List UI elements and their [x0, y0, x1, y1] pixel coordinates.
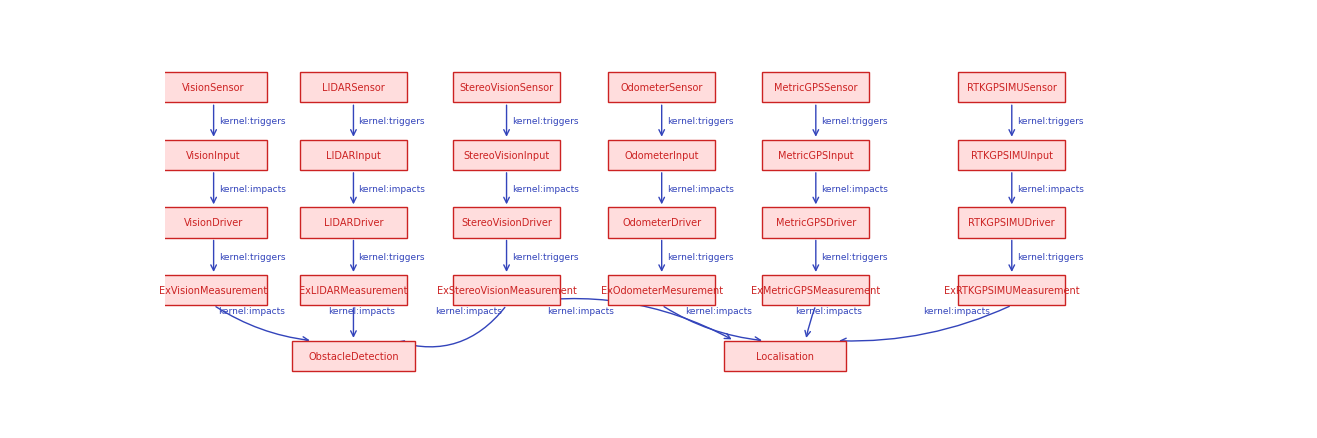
FancyBboxPatch shape [453, 73, 560, 103]
Text: kernel:triggers: kernel:triggers [511, 252, 578, 261]
FancyBboxPatch shape [453, 275, 560, 306]
Text: kernel:impacts: kernel:impacts [328, 306, 395, 315]
Text: kernel:impacts: kernel:impacts [820, 185, 888, 194]
Text: LIDARSensor: LIDARSensor [323, 83, 385, 93]
FancyBboxPatch shape [161, 73, 267, 103]
Text: StereoVisionSensor: StereoVisionSensor [460, 83, 553, 93]
Text: OdometerInput: OdometerInput [624, 150, 699, 160]
Text: kernel:triggers: kernel:triggers [1017, 252, 1084, 261]
FancyBboxPatch shape [959, 140, 1065, 171]
Text: kernel:triggers: kernel:triggers [358, 252, 425, 261]
Text: ExLIDARMeasurement: ExLIDARMeasurement [299, 285, 408, 295]
Text: LIDARDriver: LIDARDriver [324, 218, 383, 228]
Text: LIDARInput: LIDARInput [327, 150, 381, 160]
FancyBboxPatch shape [161, 140, 267, 171]
Text: MetricGPSSensor: MetricGPSSensor [774, 83, 857, 93]
Text: ObstacleDetection: ObstacleDetection [308, 351, 399, 361]
Text: kernel:triggers: kernel:triggers [820, 117, 888, 126]
Text: Localisation: Localisation [756, 351, 814, 361]
Text: OdometerSensor: OdometerSensor [620, 83, 703, 93]
FancyBboxPatch shape [724, 341, 847, 371]
FancyBboxPatch shape [763, 140, 869, 171]
FancyBboxPatch shape [608, 140, 715, 171]
FancyBboxPatch shape [959, 208, 1065, 238]
Text: kernel:impacts: kernel:impacts [358, 185, 425, 194]
Text: VisionInput: VisionInput [186, 150, 241, 160]
Text: StereoVisionDriver: StereoVisionDriver [461, 218, 552, 228]
Text: RTKGPSIMUSensor: RTKGPSIMUSensor [967, 83, 1056, 93]
FancyBboxPatch shape [453, 140, 560, 171]
Text: kernel:impacts: kernel:impacts [685, 306, 752, 315]
Text: kernel:triggers: kernel:triggers [511, 117, 578, 126]
Text: kernel:impacts: kernel:impacts [923, 306, 990, 315]
Text: ExRTKGPSIMUMeasurement: ExRTKGPSIMUMeasurement [944, 285, 1080, 295]
Text: kernel:triggers: kernel:triggers [666, 252, 734, 261]
Text: RTKGPSIMUDriver: RTKGPSIMUDriver [968, 218, 1055, 228]
FancyBboxPatch shape [453, 208, 560, 238]
Text: kernel:impacts: kernel:impacts [436, 306, 502, 315]
FancyBboxPatch shape [300, 208, 407, 238]
FancyBboxPatch shape [608, 208, 715, 238]
Text: kernel:triggers: kernel:triggers [219, 252, 286, 261]
Text: kernel:impacts: kernel:impacts [511, 185, 578, 194]
Text: VisionSensor: VisionSensor [182, 83, 245, 93]
Text: OdometerDriver: OdometerDriver [622, 218, 701, 228]
Text: MetricGPSInput: MetricGPSInput [778, 150, 853, 160]
FancyBboxPatch shape [608, 73, 715, 103]
FancyBboxPatch shape [161, 208, 267, 238]
Text: ExMetricGPSMeasurement: ExMetricGPSMeasurement [751, 285, 881, 295]
FancyBboxPatch shape [608, 275, 715, 306]
FancyBboxPatch shape [763, 275, 869, 306]
Text: StereoVisionInput: StereoVisionInput [464, 150, 549, 160]
Text: kernel:impacts: kernel:impacts [666, 185, 734, 194]
Text: ExVisionMeasurement: ExVisionMeasurement [159, 285, 267, 295]
Text: kernel:impacts: kernel:impacts [548, 306, 615, 315]
Text: MetricGPSDriver: MetricGPSDriver [776, 218, 856, 228]
Text: kernel:impacts: kernel:impacts [794, 306, 861, 315]
FancyBboxPatch shape [300, 275, 407, 306]
Text: kernel:impacts: kernel:impacts [217, 306, 284, 315]
Text: kernel:triggers: kernel:triggers [219, 117, 286, 126]
Text: kernel:triggers: kernel:triggers [820, 252, 888, 261]
Text: RTKGPSIMUInput: RTKGPSIMUInput [971, 150, 1052, 160]
FancyBboxPatch shape [161, 275, 267, 306]
FancyBboxPatch shape [763, 208, 869, 238]
Text: kernel:triggers: kernel:triggers [666, 117, 734, 126]
Text: kernel:triggers: kernel:triggers [1017, 117, 1084, 126]
FancyBboxPatch shape [292, 341, 415, 371]
Text: VisionDriver: VisionDriver [184, 218, 244, 228]
FancyBboxPatch shape [763, 73, 869, 103]
Text: kernel:impacts: kernel:impacts [1017, 185, 1084, 194]
FancyBboxPatch shape [959, 73, 1065, 103]
FancyBboxPatch shape [959, 275, 1065, 306]
Text: ExStereoVisionMeasurement: ExStereoVisionMeasurement [437, 285, 577, 295]
Text: kernel:triggers: kernel:triggers [358, 117, 425, 126]
Text: kernel:impacts: kernel:impacts [219, 185, 286, 194]
FancyBboxPatch shape [300, 140, 407, 171]
Text: ExOdometerMesurement: ExOdometerMesurement [601, 285, 723, 295]
FancyBboxPatch shape [300, 73, 407, 103]
